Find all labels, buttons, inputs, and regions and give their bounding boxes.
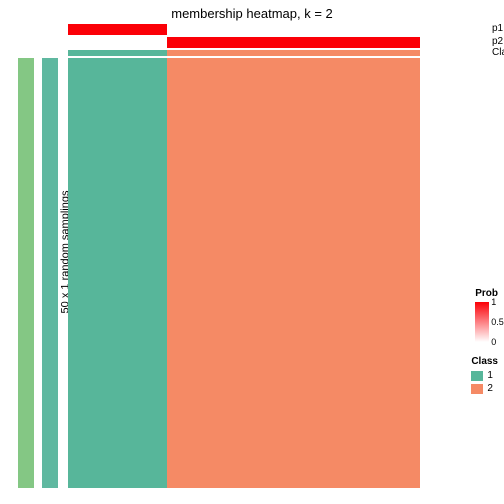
main-heatmap-body	[68, 58, 420, 488]
class-swatch	[471, 371, 483, 381]
class-legend-item: 1	[471, 370, 498, 381]
class-swatch-label: 1	[487, 370, 493, 381]
left-outer-bar	[18, 58, 34, 488]
left-inner-bar	[42, 58, 58, 488]
class-label: Class	[492, 47, 504, 58]
p2-label: p2	[492, 36, 503, 47]
chart-title: membership heatmap, k = 2	[0, 6, 504, 21]
heatmap-segment	[167, 50, 420, 56]
prob-gradient	[475, 302, 489, 342]
heatmap-segment	[68, 24, 167, 35]
class-swatch	[471, 384, 483, 394]
annotation-rows: p1 p2 Class	[68, 24, 420, 58]
p1-label: p1	[492, 23, 503, 34]
heatmap-segment	[167, 24, 420, 35]
class-row	[68, 50, 420, 56]
class-legend: Class 1 2	[471, 356, 498, 396]
heatmap-segment	[68, 58, 167, 488]
class-legend-title: Class	[471, 356, 498, 367]
heatmap-segment	[68, 50, 167, 56]
heatmap-segment	[68, 37, 167, 48]
prob-tick: 1	[491, 297, 496, 307]
class-legend-item: 2	[471, 383, 498, 394]
p1-row	[68, 24, 420, 35]
prob-tick: 0	[491, 337, 496, 347]
heatmap-segment	[167, 58, 420, 488]
class-swatch-label: 2	[487, 383, 493, 394]
prob-legend: Prob 10.50	[475, 288, 498, 344]
p2-row	[68, 37, 420, 48]
prob-tick: 0.5	[491, 317, 504, 327]
heatmap-segment	[167, 37, 420, 48]
